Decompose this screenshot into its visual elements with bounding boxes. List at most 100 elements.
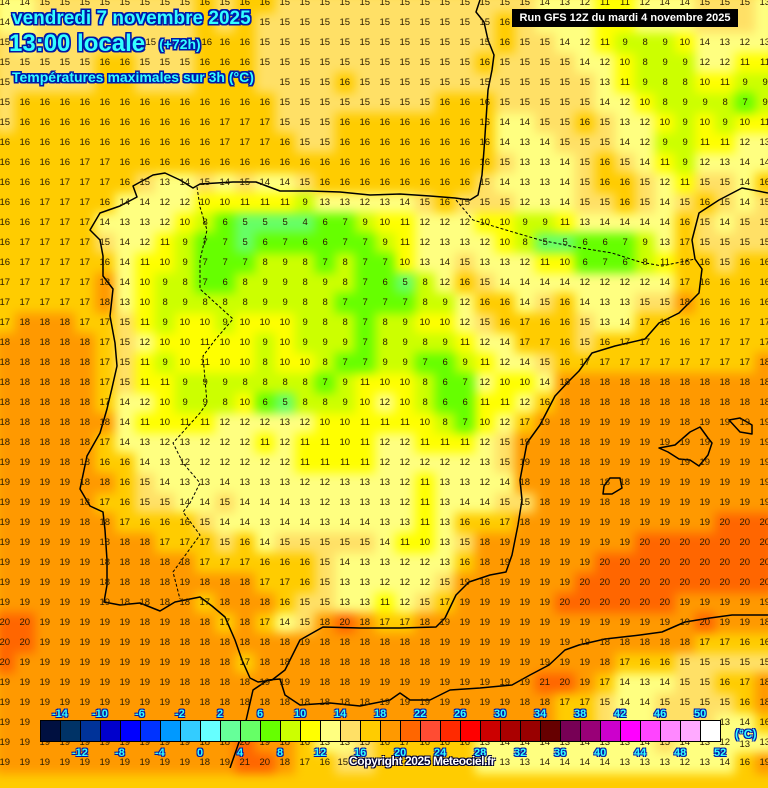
grid-value: 13 [200,478,211,488]
grid-value: 12 [280,438,291,448]
grid-value: 20 [720,518,731,528]
grid-value: 15 [600,138,611,148]
grid-value: 19 [620,538,631,548]
grid-value: 18 [420,638,431,648]
grid-value: 15 [380,0,391,8]
grid-value: 17 [400,618,411,628]
grid-value: 14 [660,678,671,688]
grid-value: 19 [500,678,511,688]
grid-value: 15 [500,78,511,88]
grid-value: 18 [260,658,271,668]
grid-value: 12 [400,498,411,508]
grid-value: 12 [720,58,731,68]
grid-value: 16 [720,278,731,288]
grid-value: 16 [0,238,10,248]
grid-value: 19 [140,758,151,768]
grid-value: 17 [680,358,691,368]
grid-value: 13 [460,478,471,488]
grid-value: 8 [663,98,668,108]
grid-value: 18 [680,418,691,428]
grid-value: 10 [300,358,311,368]
grid-value: 15 [140,478,151,488]
grid-value: 15 [760,218,768,228]
grid-value: 17 [240,138,251,148]
grid-value: 7 [363,338,368,348]
grid-value: 16 [480,158,491,168]
grid-value: 15 [80,0,91,8]
grid-value: 19 [60,618,71,628]
grid-value: 18 [220,658,231,668]
grid-value: 16 [560,338,571,348]
grid-value: 19 [660,498,671,508]
grid-value: 15 [460,18,471,28]
grid-value: 11 [360,438,370,448]
grid-value: 17 [260,618,271,628]
grid-value: 14 [120,418,131,428]
grid-value: 10 [240,358,251,368]
grid-value: 15 [420,98,431,108]
grid-value: 20 [640,598,651,608]
grid-value: 14 [120,438,131,448]
grid-value: 15 [400,98,411,108]
grid-value: 13 [360,578,371,588]
grid-value: 15 [480,198,491,208]
grid-value: 19 [520,438,531,448]
grid-value: 16 [140,118,151,128]
grid-value: 11 [660,158,670,168]
grid-value: 14 [640,698,651,708]
colorbar-tick-label: 46 [654,709,666,719]
grid-value: 20 [660,538,671,548]
grid-value: 11 [660,258,670,268]
grid-value: 9 [163,358,168,368]
grid-value: 15 [500,58,511,68]
grid-value: 8 [343,318,348,328]
grid-value: 18 [0,398,10,408]
grid-value: 14 [0,18,10,28]
grid-value: 13 [760,38,768,48]
grid-value: 16 [20,178,31,188]
grid-value: 19 [420,678,431,688]
grid-value: 12 [380,578,391,588]
colorbar-tick-label: 50 [694,709,706,719]
grid-value: 18 [200,638,211,648]
grid-value: 16 [260,158,271,168]
grid-value: 11 [180,418,190,428]
grid-value: 16 [460,178,471,188]
grid-value: 19 [40,638,51,648]
grid-value: 17 [60,218,71,228]
grid-value: 16 [480,298,491,308]
grid-value: 15 [20,58,31,68]
grid-value: 21 [540,678,551,688]
grid-value: 15 [440,0,451,8]
grid-value: 8 [243,278,248,288]
grid-value: 13 [360,558,371,568]
grid-value: 14 [560,198,571,208]
grid-value: 14 [280,518,291,528]
grid-value: 14 [500,278,511,288]
grid-value: 16 [420,178,431,188]
grid-value: 16 [620,198,631,208]
grid-value: 16 [740,758,751,768]
grid-value: 15 [680,658,691,668]
grid-value: 11 [460,338,470,348]
grid-value: 16 [760,718,768,728]
grid-value: 19 [560,538,571,548]
grid-value: 10 [480,418,491,428]
grid-value: 9 [263,298,268,308]
grid-value: 15 [360,78,371,88]
grid-value: 16 [0,178,10,188]
grid-value: 13 [360,478,371,488]
grid-value: 19 [120,618,131,628]
grid-value: 18 [60,358,71,368]
grid-value: 15 [700,178,711,188]
grid-value: 10 [480,218,491,228]
grid-value: 15 [580,138,591,148]
grid-value: 14 [260,538,271,548]
grid-value: 16 [20,118,31,128]
grid-value: 18 [580,458,591,468]
grid-value: 14 [700,38,711,48]
grid-value: 14 [280,498,291,508]
grid-value: 15 [0,98,10,108]
grid-value: 12 [280,458,291,468]
colorbar-tick-label: 30 [494,709,506,719]
